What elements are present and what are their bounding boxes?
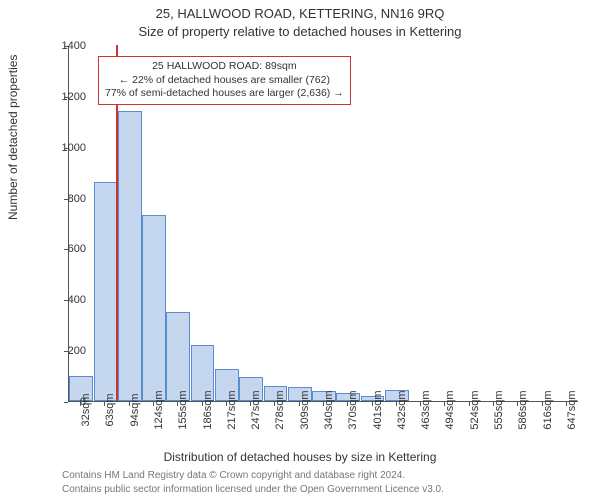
- y-tick-mark: [64, 199, 68, 200]
- chart-container: 25, HALLWOOD ROAD, KETTERING, NN16 9RQ S…: [0, 0, 600, 500]
- y-tick-mark: [64, 97, 68, 98]
- y-tick-label: 1200: [26, 91, 86, 103]
- histogram-bar: [166, 312, 190, 401]
- y-tick-mark: [64, 300, 68, 301]
- annotation-box: 25 HALLWOOD ROAD: 89sqm← 22% of detached…: [98, 56, 351, 105]
- histogram-bar: [142, 215, 166, 401]
- y-tick-label: 800: [26, 193, 86, 205]
- annotation-line1: 25 HALLWOOD ROAD: 89sqm: [105, 60, 344, 74]
- y-tick-mark: [64, 46, 68, 47]
- y-tick-label: 400: [26, 294, 86, 306]
- x-tick-label: 647sqm: [566, 390, 600, 429]
- y-tick-label: 1400: [26, 40, 86, 52]
- y-tick-mark: [64, 351, 68, 352]
- chart-title-sub: Size of property relative to detached ho…: [0, 24, 600, 39]
- footer-copyright: Contains HM Land Registry data © Crown c…: [62, 470, 405, 481]
- histogram-bar: [94, 182, 118, 401]
- annotation-line3: 77% of semi-detached houses are larger (…: [105, 87, 344, 101]
- footer-licence: Contains public sector information licen…: [62, 484, 444, 495]
- y-tick-label: 1000: [26, 142, 86, 154]
- histogram-bar: [118, 111, 142, 401]
- x-axis-label: Distribution of detached houses by size …: [0, 450, 600, 464]
- y-tick-mark: [64, 148, 68, 149]
- y-tick-mark: [64, 249, 68, 250]
- chart-title-address: 25, HALLWOOD ROAD, KETTERING, NN16 9RQ: [0, 6, 600, 21]
- y-tick-label: 0: [26, 396, 86, 408]
- y-tick-label: 600: [26, 243, 86, 255]
- annotation-line2: ← 22% of detached houses are smaller (76…: [105, 74, 344, 88]
- y-tick-label: 200: [26, 345, 86, 357]
- y-axis-label: Number of detached properties: [6, 55, 20, 220]
- y-tick-mark: [64, 402, 68, 403]
